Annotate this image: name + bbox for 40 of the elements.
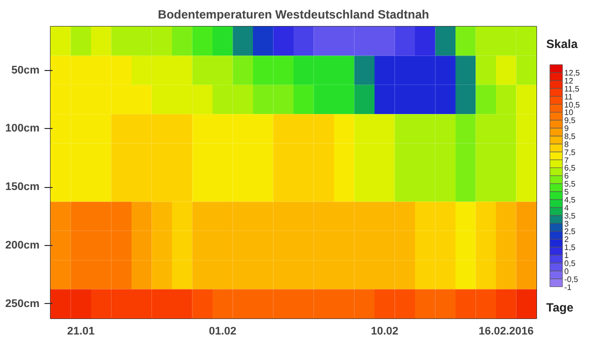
y-tick-label: 100cm <box>5 122 40 135</box>
color-bar-label: 5 <box>564 188 570 197</box>
color-bar-label: -0,5 <box>564 274 579 284</box>
y-tick-label: 200cm <box>5 240 40 252</box>
x-tick-label: 21.01 <box>67 326 95 338</box>
color-bar-label: 11 <box>564 92 574 102</box>
color-bar-label: 12 <box>564 76 574 86</box>
color-bar-label: 1,5 <box>564 243 576 252</box>
x-tick-label: 10.02 <box>370 326 398 338</box>
color-bar-label: 2,5 <box>564 227 576 236</box>
color-bar-label: 7,5 <box>564 148 576 157</box>
y-tick-label: 250cm <box>5 298 40 310</box>
color-bar-label: 6,5 <box>564 164 576 173</box>
color-bar-label: 1 <box>564 251 570 260</box>
color-bar-label: 4,5 <box>564 195 576 204</box>
color-bar-label: 9 <box>564 124 570 134</box>
y-tick-label: 150cm <box>5 181 40 194</box>
color-bar-label: 3 <box>564 219 570 228</box>
x-axis-title: Tage <box>546 300 574 314</box>
color-bar-label: -1 <box>564 282 572 292</box>
color-bar-label: 0,5 <box>564 258 576 268</box>
color-bar-label: 5,5 <box>564 180 576 189</box>
color-bar-label: 6 <box>564 172 570 181</box>
x-tick-label: 16.02.2016 <box>478 326 534 338</box>
color-bar-label: 0 <box>564 266 570 276</box>
color-bar-label: 11,5 <box>564 84 580 94</box>
x-tick-label: 01.02 <box>208 326 236 338</box>
y-tick-label: 50cm <box>11 64 40 76</box>
color-bar-label: 12,5 <box>564 68 580 78</box>
color-bar-label: 3,5 <box>564 211 576 220</box>
chart-title: Bodentemperaturen Westdeutschland Stadtnah <box>158 8 430 22</box>
color-bar-label: 8,5 <box>564 132 576 141</box>
color-bar-label: 7 <box>564 156 570 165</box>
color-bar-label: 8 <box>564 140 570 149</box>
color-bar-label: 10 <box>564 108 574 118</box>
color-bar-label: 9,5 <box>564 116 576 126</box>
color-bar-label: 2 <box>564 235 570 244</box>
color-bar-title: Skala <box>546 36 578 51</box>
color-bar-label: 4 <box>564 203 570 212</box>
color-bar-label: 10,5 <box>564 100 580 110</box>
